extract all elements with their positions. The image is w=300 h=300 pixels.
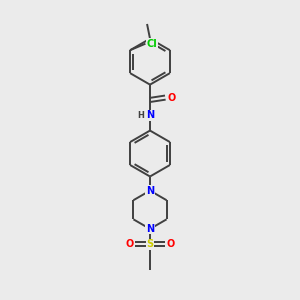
Text: S: S (146, 239, 154, 249)
Text: N: N (146, 224, 154, 234)
Text: O: O (168, 93, 176, 103)
Text: N: N (146, 110, 155, 120)
Text: O: O (125, 239, 134, 249)
Text: H: H (137, 111, 144, 120)
Text: O: O (167, 239, 175, 249)
Text: N: N (146, 186, 154, 196)
Text: Cl: Cl (146, 39, 157, 49)
